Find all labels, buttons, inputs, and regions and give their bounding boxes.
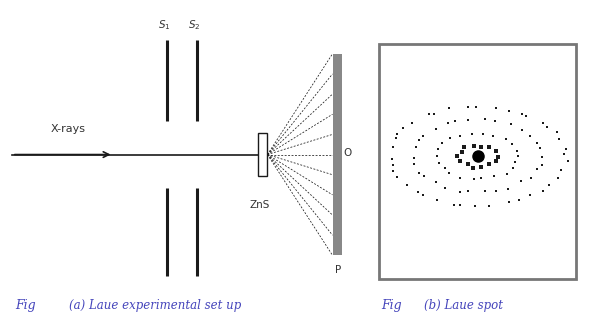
Bar: [379, 44, 576, 279]
Text: (a) Laue experimental set up: (a) Laue experimental set up: [69, 299, 241, 312]
Text: $S_1$: $S_1$: [158, 18, 171, 32]
Bar: [333, 54, 342, 255]
Text: Fig: Fig: [381, 299, 402, 312]
Text: X-rays: X-rays: [51, 124, 86, 134]
Text: (b) Laue spot: (b) Laue spot: [424, 299, 503, 312]
Text: ZnS: ZnS: [250, 200, 270, 210]
Text: P: P: [336, 265, 341, 276]
Text: O: O: [344, 148, 352, 158]
Text: Fig: Fig: [15, 299, 36, 312]
Bar: [258, 133, 267, 176]
Text: $S_2$: $S_2$: [188, 18, 200, 32]
